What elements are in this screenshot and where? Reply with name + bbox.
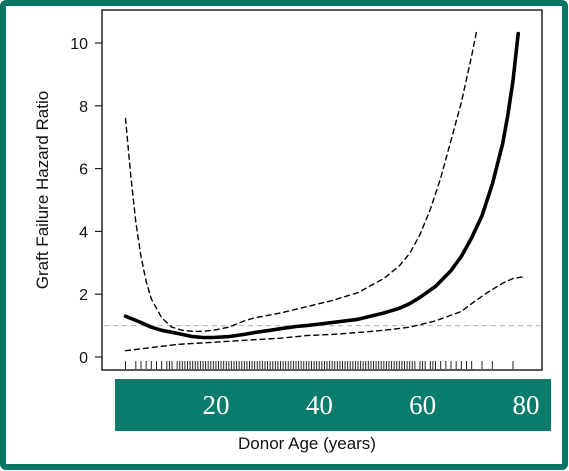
y-tick-label: 4 <box>79 224 88 241</box>
x-axis-band <box>115 379 551 431</box>
x-tick-label: 40 <box>306 390 333 420</box>
x-tick-label: 60 <box>409 390 436 420</box>
upper-bound-line <box>124 29 478 332</box>
x-tick-label: 20 <box>203 390 230 420</box>
x-tick-label: 80 <box>513 390 540 420</box>
y-tick-label: 0 <box>79 350 88 367</box>
lower-bound-line <box>124 276 524 352</box>
estimate-line <box>123 31 521 340</box>
y-tick-label: 10 <box>70 36 88 53</box>
series-layer <box>123 29 524 352</box>
y-tick-label: 6 <box>79 162 88 179</box>
rug-ticks <box>125 361 514 369</box>
x-axis: 20 40 60 80 <box>203 390 540 420</box>
y-tick-label: 8 <box>79 99 88 116</box>
y-axis: 0 2 4 6 8 10 <box>70 36 102 367</box>
y-axis-label: Graft Failure Hazard Ratio <box>33 91 52 289</box>
x-axis-label: Donor Age (years) <box>238 434 376 453</box>
plot-area <box>101 9 543 371</box>
y-tick-label: 2 <box>79 287 88 304</box>
